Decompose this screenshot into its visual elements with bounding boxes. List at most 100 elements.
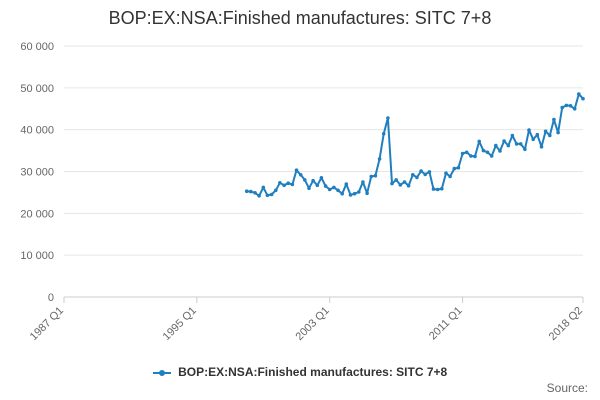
- data-point[interactable]: [411, 173, 415, 177]
- data-point[interactable]: [543, 129, 548, 134]
- data-point[interactable]: [498, 149, 502, 153]
- data-point[interactable]: [340, 191, 345, 196]
- y-tick-label: 10 000: [20, 250, 54, 262]
- data-point[interactable]: [361, 180, 365, 184]
- data-point[interactable]: [311, 178, 315, 183]
- x-tick-label: 1995 Q1: [161, 305, 199, 343]
- y-tick-label: 40 000: [20, 125, 54, 137]
- data-point[interactable]: [440, 186, 444, 191]
- data-point[interactable]: [386, 116, 390, 120]
- data-point[interactable]: [560, 105, 564, 110]
- data-point[interactable]: [261, 185, 266, 190]
- axis-layer: 0 10 000 20 000 30 000 40 000 50 000 60 000 198…: [20, 41, 585, 343]
- data-point[interactable]: [510, 133, 515, 138]
- data-point[interactable]: [448, 174, 452, 179]
- data-point[interactable]: [332, 185, 336, 190]
- data-point[interactable]: [431, 187, 436, 191]
- x-tick-label: 1987 Q1: [28, 305, 66, 343]
- legend-label: BOP:EX:NSA:Finished manufactures: SITC 7…: [178, 365, 448, 379]
- data-point[interactable]: [473, 154, 477, 159]
- data-point[interactable]: [452, 166, 457, 171]
- legend[interactable]: BOP:EX:NSA:Finished manufactures: SITC 7…: [0, 365, 600, 379]
- data-point[interactable]: [298, 173, 303, 177]
- data-point[interactable]: [435, 187, 440, 192]
- data-point[interactable]: [427, 170, 432, 174]
- data-point[interactable]: [406, 183, 411, 188]
- data-point[interactable]: [456, 165, 461, 170]
- data-point[interactable]: [485, 150, 490, 155]
- data-point[interactable]: [257, 194, 261, 198]
- data-point[interactable]: [464, 150, 469, 155]
- data-point[interactable]: [352, 191, 357, 196]
- data-point[interactable]: [556, 130, 560, 135]
- data-point[interactable]: [294, 168, 299, 172]
- data-point[interactable]: [307, 186, 311, 190]
- data-point[interactable]: [290, 182, 295, 187]
- data-point[interactable]: [577, 92, 581, 96]
- data-point[interactable]: [539, 145, 544, 149]
- data-point[interactable]: [244, 189, 249, 193]
- data-point[interactable]: [552, 117, 556, 122]
- data-point[interactable]: [265, 193, 270, 198]
- data-point[interactable]: [572, 107, 577, 111]
- data-point[interactable]: [423, 172, 428, 177]
- data-point[interactable]: [444, 171, 448, 175]
- data-point[interactable]: [548, 133, 552, 138]
- data-point[interactable]: [315, 183, 320, 188]
- data-point[interactable]: [523, 147, 527, 152]
- data-point[interactable]: [319, 176, 324, 180]
- data-point[interactable]: [460, 151, 465, 156]
- data-point[interactable]: [477, 139, 482, 144]
- data-point[interactable]: [527, 128, 531, 132]
- data-point[interactable]: [369, 174, 374, 179]
- data-point[interactable]: [489, 154, 494, 158]
- series-line: [246, 93, 584, 197]
- data-point[interactable]: [469, 154, 473, 158]
- data-point[interactable]: [274, 188, 278, 193]
- data-point[interactable]: [327, 187, 332, 192]
- series-layer: [244, 92, 585, 198]
- data-point[interactable]: [373, 173, 378, 178]
- data-point[interactable]: [419, 169, 423, 173]
- data-point[interactable]: [402, 180, 407, 184]
- data-point[interactable]: [365, 191, 369, 196]
- data-point[interactable]: [303, 178, 307, 182]
- data-point[interactable]: [568, 104, 573, 108]
- data-point[interactable]: [336, 188, 340, 193]
- x-tick-label: 2003 Q1: [294, 305, 332, 343]
- data-point[interactable]: [394, 178, 399, 182]
- data-point[interactable]: [518, 142, 523, 146]
- data-point[interactable]: [398, 183, 403, 187]
- data-point[interactable]: [286, 181, 291, 185]
- source-label: Source:: [546, 381, 588, 395]
- x-tick-label: 2011 Q1: [427, 305, 465, 343]
- data-point[interactable]: [514, 142, 519, 146]
- data-point[interactable]: [564, 103, 569, 108]
- data-point[interactable]: [348, 193, 353, 197]
- chart-title: BOP:EX:NSA:Finished manufactures: SITC 7…: [108, 8, 492, 28]
- data-point[interactable]: [249, 189, 253, 194]
- data-point[interactable]: [323, 184, 328, 188]
- data-point[interactable]: [282, 183, 286, 188]
- data-point[interactable]: [278, 181, 282, 185]
- data-point[interactable]: [344, 182, 349, 186]
- y-tick-label: 60 000: [20, 41, 54, 53]
- data-point[interactable]: [494, 143, 498, 148]
- data-point[interactable]: [581, 96, 585, 101]
- data-point[interactable]: [253, 191, 257, 195]
- data-point[interactable]: [357, 190, 361, 194]
- data-point[interactable]: [381, 132, 386, 136]
- grid-layer: [64, 45, 583, 298]
- y-tick-label: 30 000: [20, 167, 54, 179]
- data-point[interactable]: [390, 181, 394, 186]
- data-point[interactable]: [415, 175, 419, 180]
- data-point[interactable]: [535, 132, 540, 137]
- data-point[interactable]: [502, 139, 506, 143]
- y-tick-label: 20 000: [20, 208, 54, 220]
- data-point[interactable]: [269, 192, 274, 197]
- data-point[interactable]: [506, 143, 511, 148]
- data-point[interactable]: [377, 157, 382, 161]
- data-point[interactable]: [531, 137, 535, 142]
- data-point[interactable]: [481, 148, 486, 153]
